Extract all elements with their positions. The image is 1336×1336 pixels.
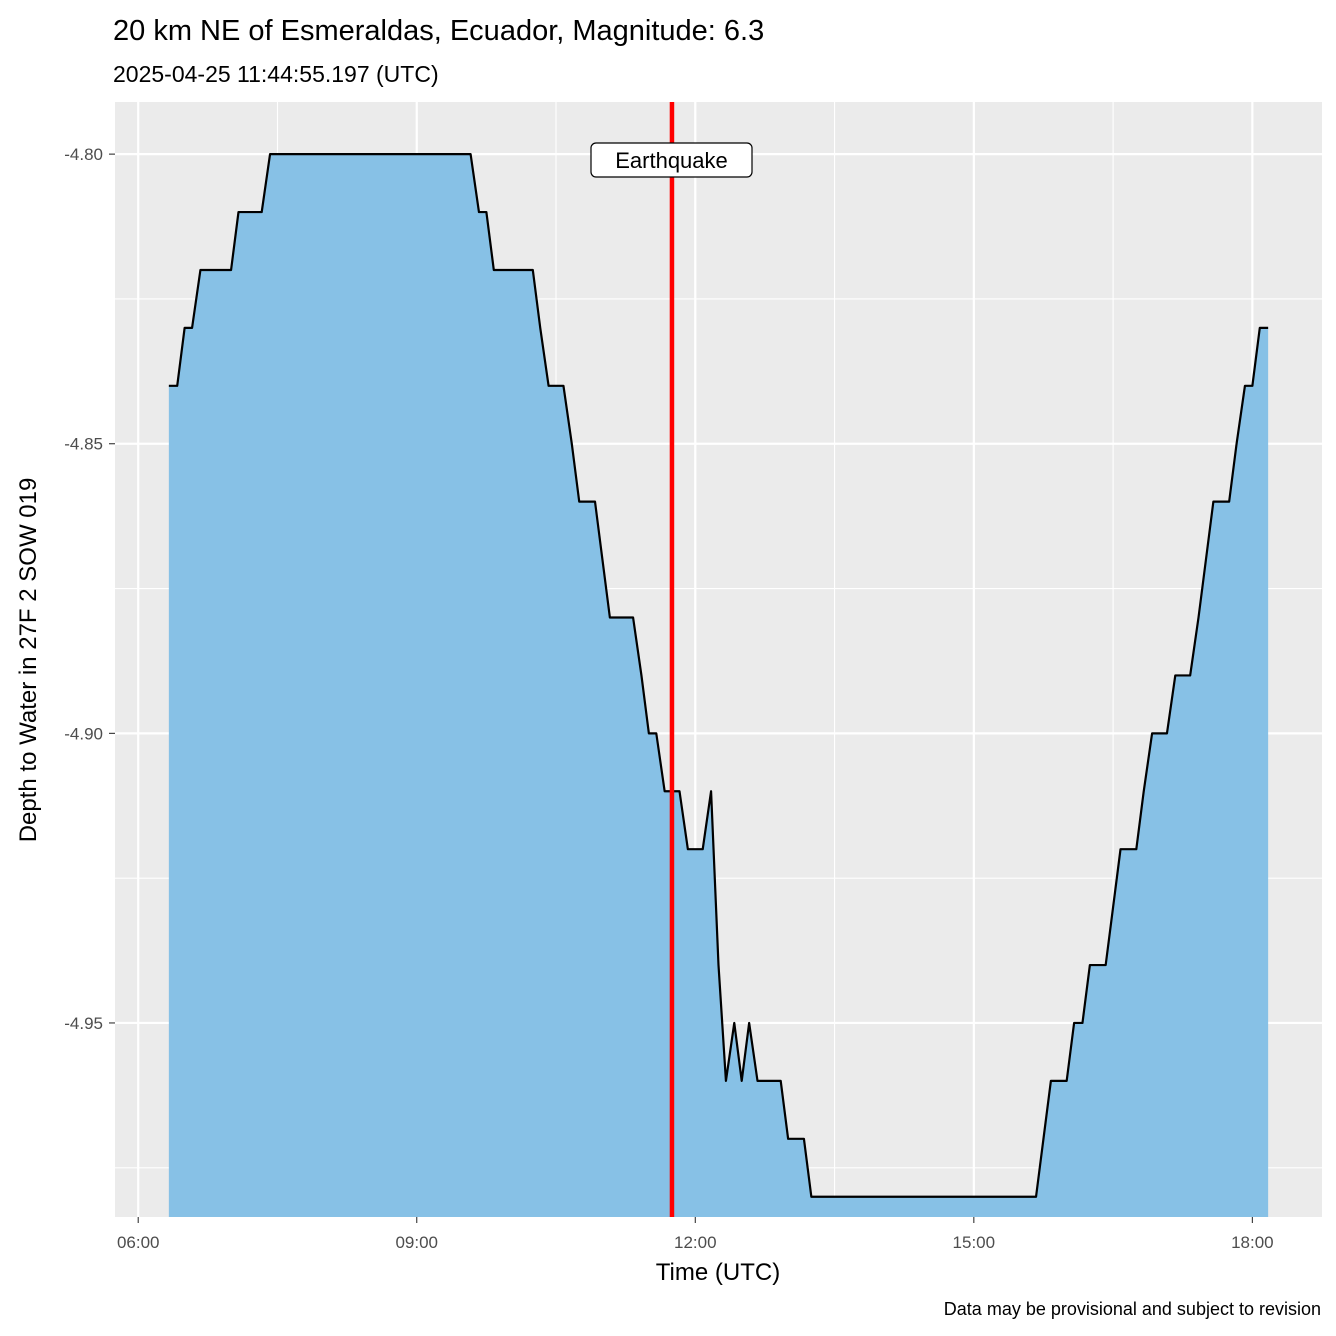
x-tick-label: 06:00 bbox=[117, 1233, 160, 1252]
chart-title: 20 km NE of Esmeraldas, Ecuador, Magnitu… bbox=[113, 15, 764, 47]
y-tick-label: -4.90 bbox=[64, 724, 103, 743]
y-axis-ticks bbox=[109, 153, 115, 1024]
y-axis-title: Depth to Water in 27F 2 SOW 019 bbox=[15, 478, 42, 843]
x-axis-title: Time (UTC) bbox=[656, 1259, 780, 1286]
caption: Data may be provisional and subject to r… bbox=[944, 1299, 1321, 1319]
earthquake-label: Earthquake bbox=[615, 148, 728, 173]
y-tick-label: -4.85 bbox=[64, 435, 103, 454]
x-tick-label: 12:00 bbox=[674, 1233, 717, 1252]
y-tick-label: -4.95 bbox=[64, 1014, 103, 1033]
y-tick-label: -4.80 bbox=[64, 145, 103, 164]
depth-area bbox=[168, 154, 1269, 1217]
annotation-box bbox=[590, 142, 753, 178]
x-tick-label: 18:00 bbox=[1231, 1233, 1274, 1252]
x-tick-label: 15:00 bbox=[953, 1233, 996, 1252]
chart-subtitle: 2025-04-25 11:44:55.197 (UTC) bbox=[113, 61, 439, 87]
depth-line bbox=[168, 153, 1269, 1198]
earthquake-annotation: Earthquake bbox=[590, 142, 753, 178]
x-axis-ticks bbox=[137, 1217, 1253, 1223]
x-tick-label: 09:00 bbox=[395, 1233, 438, 1252]
